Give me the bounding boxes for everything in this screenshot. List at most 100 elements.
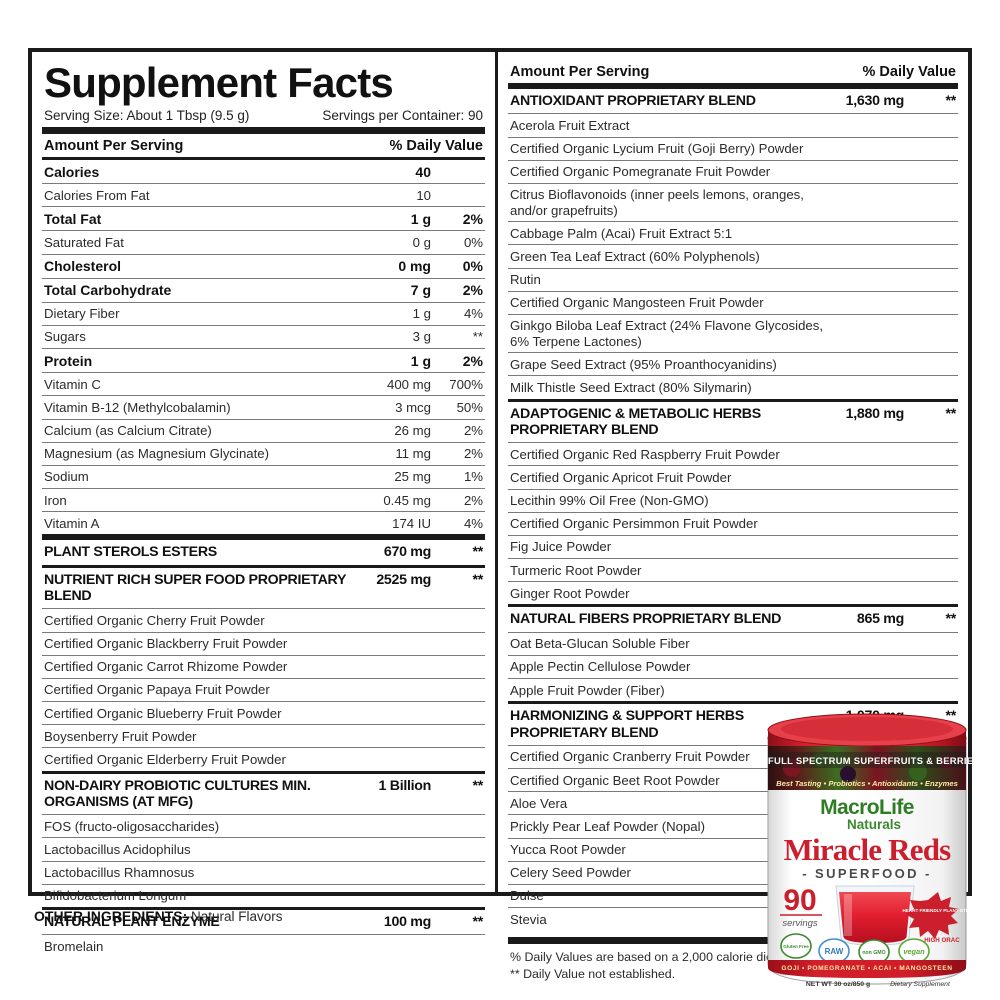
blend-ingredient-name: Certified Organic Lycium Fruit (Goji Ber… (508, 137, 844, 161)
nutrient-name: Magnesium (as Magnesium Glycinate) (42, 442, 362, 466)
blend-ingredient-name: Prickly Pear Leaf Powder (Nopal) (508, 814, 844, 839)
tub-brand-name-line2: Naturals (847, 817, 901, 832)
nutrient-name: Calories (42, 160, 362, 185)
tub-servings-word: servings (782, 918, 818, 929)
divider-medium-right (508, 83, 958, 86)
blend-ingredient-name: Lactobacillus Rhamnosus (42, 861, 375, 885)
nutrient-daily-value (433, 183, 485, 208)
blend-ingredient-row: Certified Organic Blueberry Fruit Powder (42, 701, 485, 726)
blend-ingredient-daily-value (906, 655, 958, 680)
table-row: Vitamin C 400 mg 700% (42, 372, 485, 397)
blend-ingredient-amount (374, 814, 433, 839)
blend-ingredient-name: Certified Organic Pomegranate Fruit Powd… (508, 160, 844, 184)
blend-ingredient-amount (843, 558, 906, 583)
nutrient-amount: 3 mcg (361, 395, 433, 420)
blend-ingredient-row: Ginkgo Biloba Leaf Extract (24% Flavone … (508, 314, 958, 354)
nutrient-daily-value: 2% (433, 278, 485, 303)
blend-ingredient-row: Green Tea Leaf Extract (60% Polyphenols) (508, 244, 958, 269)
blend-heading-daily-value: ** (433, 770, 485, 816)
blend-heading-amount: 100 mg (374, 906, 433, 936)
nutrient-amount: 400 mg (361, 372, 433, 397)
serving-info-row: Serving Size: About 1 Tbsp (9.5 g) Servi… (42, 108, 485, 126)
blend-ingredient-amount (374, 724, 433, 749)
blend-ingredient-row: Rutin (508, 268, 958, 292)
blend-ingredient-daily-value (906, 137, 958, 161)
blend-ingredient-daily-value (906, 512, 958, 536)
blend-ingredient-row: Apple Pectin Cellulose Powder (508, 655, 958, 680)
blend-ingredient-name: Boysenberry Fruit Powder (42, 724, 375, 749)
nutrient-name: Vitamin B-12 (Methylcobalamin) (42, 395, 362, 420)
blend-ingredient-name: Certified Organic Cherry Fruit Powder (42, 608, 375, 633)
blend-ingredient-daily-value (906, 442, 958, 467)
blend-ingredient-name: Certified Organic Persimmon Fruit Powder (508, 512, 844, 536)
blend-ingredient-name: Yucca Root Powder (508, 838, 844, 862)
blend-ingredient-name: Certified Organic Red Raspberry Fruit Po… (508, 442, 844, 467)
nutrient-daily-value: ** (433, 325, 485, 350)
other-ingredients-line: OTHER INGREDIENTS: Natural Flavors (34, 908, 283, 924)
tub-badge-orac-text: HIGH ORAC (924, 937, 960, 944)
blend-ingredient-row: Certified Organic Lycium Fruit (Goji Ber… (508, 137, 958, 161)
blend-ingredient-name: Citrus Bioflavonoids (inner peels lemons… (508, 183, 844, 223)
blend-ingredient-name: Certified Organic Elderberry Fruit Powde… (42, 747, 375, 773)
blend-ingredient-daily-value (906, 375, 958, 401)
blend-ingredient-amount (374, 935, 433, 958)
blend-ingredient-daily-value (906, 113, 958, 138)
tub-badge-nongmo-text: non GMO (862, 950, 885, 956)
blend-ingredient-amount (843, 375, 906, 401)
blend-heading-name: NUTRIENT RICH SUPER FOOD PROPRIETARY BLE… (42, 564, 375, 610)
blend-ingredient-name: Turmeric Root Powder (508, 558, 844, 583)
table-row: Dietary Fiber 1 g 4% (42, 302, 485, 326)
table-row: Sodium 25 mg 1% (42, 465, 485, 490)
right-amount-per-serving-header: Amount Per Serving (510, 64, 650, 80)
blend-ingredient-name: Ginger Root Powder (508, 581, 844, 607)
nutrient-daily-value: 1% (433, 465, 485, 490)
blend-heading-daily-value: ** (433, 564, 485, 610)
blend-ingredient-name: Certified Organic Blackberry Fruit Powde… (42, 632, 375, 656)
blend-ingredient-daily-value (906, 581, 958, 607)
blend-heading-daily-value: ** (433, 906, 485, 936)
blend-ingredient-row: Bromelain (42, 935, 485, 958)
blend-ingredient-name: Certified Organic Blueberry Fruit Powder (42, 701, 375, 726)
supplement-facts-right-column: Amount Per Serving % Daily Value ANTIOXI… (498, 52, 968, 981)
table-row: Total Carbohydrate 7 g 2% (42, 278, 485, 303)
blend-ingredient-amount (843, 535, 906, 560)
nutrient-amount: 10 (361, 183, 433, 208)
blend-ingredient-name: Certified Organic Cranberry Fruit Powder (508, 745, 844, 770)
blend-ingredient-row: Certified Organic Elderberry Fruit Powde… (42, 747, 485, 773)
nutrient-name: Sugars (42, 325, 362, 350)
blend-ingredient-row: Stevia (508, 908, 958, 931)
blend-ingredient-row: Oat Beta-Glucan Soluble Fiber (508, 632, 958, 656)
blend-ingredient-daily-value (433, 678, 485, 703)
blend-ingredient-row: Cabbage Palm (Acai) Fruit Extract 5:1 (508, 221, 958, 246)
blend-ingredient-daily-value (433, 724, 485, 749)
blend-heading-row: NON-DAIRY PROBIOTIC CULTURES MIN. ORGANI… (42, 770, 485, 816)
nutrient-daily-value: 2% (433, 488, 485, 513)
table-row: Vitamin A 174 IU 4% (42, 511, 485, 538)
blend-ingredient-name: Bromelain (44, 938, 104, 954)
blend-ingredient-daily-value (906, 244, 958, 269)
blend-heading-amount: 2525 mg (374, 564, 433, 610)
left-blend-table: PLANT STEROLS ESTERS 670 mg ** NUTRIENT RIC… (42, 537, 485, 957)
blend-ingredient-name: Stevia (510, 911, 547, 927)
blend-ingredient-row: Certified Organic Carrot Rhizome Powder (42, 655, 485, 679)
blend-heading-name: NATURAL PLANT ENZYME (42, 906, 375, 936)
nutrient-amount: 1 g (361, 302, 433, 326)
blend-heading-amount: 1,880 mg (843, 398, 906, 444)
nutrient-amount: 1 g (361, 206, 433, 232)
blend-ingredient-amount (843, 678, 906, 704)
blend-ingredient-daily-value (433, 747, 485, 773)
tub-servings-number: 90 (783, 884, 816, 917)
blend-ingredient-name: Cabbage Palm (Acai) Fruit Extract 5:1 (508, 221, 844, 246)
nutrient-name: Vitamin A (42, 511, 362, 538)
supplement-facts-left-column: Supplement Facts Serving Size: About 1 T… (32, 52, 498, 954)
nutrient-amount: 0.45 mg (361, 488, 433, 513)
blend-ingredient-name: Aloe Vera (508, 791, 844, 816)
blend-ingredient-amount (374, 861, 433, 885)
blend-ingredient-name: Rutin (508, 268, 844, 292)
other-ingredients-value: Natural Flavors (191, 909, 283, 924)
blend-ingredient-amount (843, 352, 906, 377)
gluten-free-seal-icon (780, 933, 812, 959)
blend-ingredient-amount (843, 632, 906, 656)
blend-heading-daily-value: ** (433, 537, 485, 567)
blend-ingredient-daily-value (433, 935, 485, 958)
